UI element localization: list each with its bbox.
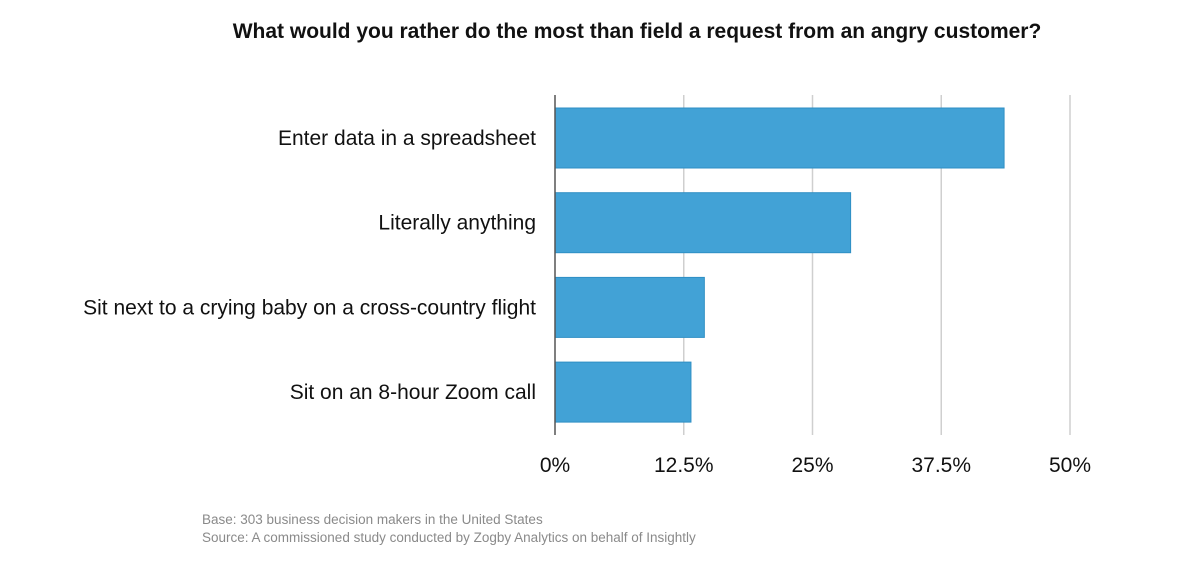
chart-title: What would you rather do the most than f… [232,20,1042,43]
bar [554,361,692,423]
category-label: Sit next to a crying baby on a cross-cou… [83,296,536,319]
bar [554,107,1005,169]
x-tick-label: 37.5% [911,454,971,477]
footnote-source: Source: A commissioned study conducted b… [202,530,696,545]
bar [554,276,705,338]
x-tick-label: 12.5% [654,454,714,477]
category-label: Enter data in a spreadsheet [278,127,536,150]
footnote-base: Base: 303 business decision makers in th… [202,512,543,527]
x-tick-labels: 0% 12.5% 25% 37.5% 50% [540,454,1091,477]
x-tick-label: 0% [540,454,570,477]
bars [554,107,1005,423]
bar [554,192,852,254]
x-tick-label: 50% [1049,454,1091,477]
category-label: Sit on an 8-hour Zoom call [290,381,536,404]
category-label: Literally anything [378,212,536,235]
x-tick-label: 25% [791,454,833,477]
category-labels: Enter data in a spreadsheet Literally any… [83,127,536,404]
